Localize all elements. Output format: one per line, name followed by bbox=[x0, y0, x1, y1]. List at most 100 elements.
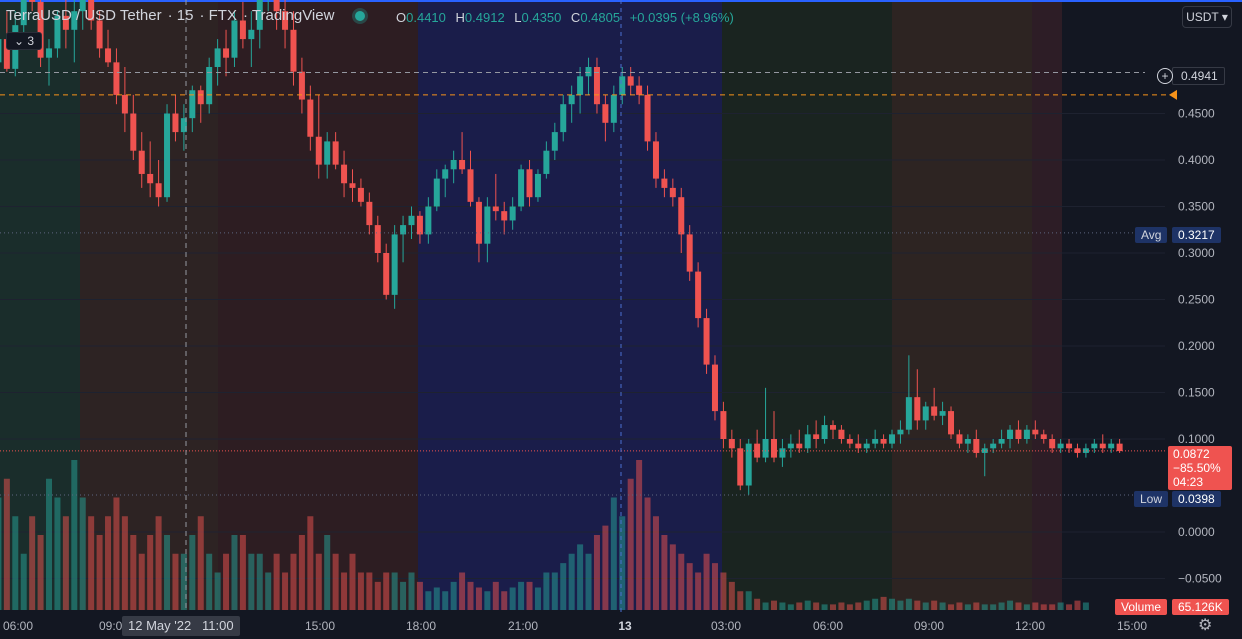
volume-bar bbox=[450, 581, 457, 610]
candle-body bbox=[779, 448, 786, 458]
y-tick-label: 0.4500 bbox=[1178, 107, 1215, 121]
x-tick-label: 15:00 bbox=[1117, 619, 1147, 633]
x-tick-label: 13 bbox=[618, 619, 632, 633]
volume-bar bbox=[636, 460, 643, 610]
indicators-toggle-button[interactable]: ⌄ 3 bbox=[6, 32, 42, 50]
interval-label[interactable]: 15 bbox=[176, 7, 194, 24]
volume-bar bbox=[273, 553, 280, 610]
volume-bar bbox=[821, 604, 828, 610]
candle-body bbox=[113, 62, 120, 95]
volume-bar bbox=[341, 572, 348, 610]
volume-bar bbox=[189, 535, 196, 610]
volume-bar bbox=[130, 535, 137, 610]
volume-bar bbox=[113, 497, 120, 610]
add-alert-icon[interactable]: + bbox=[1157, 68, 1173, 84]
candle-body bbox=[282, 11, 289, 30]
volume-value-tag: 65.126K bbox=[1172, 599, 1229, 615]
candle-body bbox=[846, 439, 853, 444]
close-value: 0.4805 bbox=[580, 10, 621, 25]
candle-body bbox=[695, 271, 702, 319]
candle-body bbox=[408, 215, 415, 226]
candle-body bbox=[3, 39, 10, 69]
candle-body bbox=[383, 253, 390, 295]
volume-bar bbox=[754, 598, 761, 610]
volume-bar bbox=[298, 535, 305, 610]
candle-body bbox=[105, 48, 112, 63]
session-band bbox=[722, 0, 892, 610]
candle-body bbox=[762, 439, 769, 458]
market-status-icon[interactable] bbox=[354, 11, 365, 22]
x-tick-label: 21:00 bbox=[508, 619, 538, 633]
volume-bar bbox=[568, 553, 575, 610]
volume-bar bbox=[265, 572, 272, 610]
volume-bar bbox=[813, 602, 820, 610]
volume-bar bbox=[1049, 604, 1056, 610]
volume-bar bbox=[830, 604, 836, 610]
candle-body bbox=[787, 443, 794, 449]
candle-body bbox=[939, 411, 946, 416]
volume-bar bbox=[728, 581, 735, 610]
candle-body bbox=[678, 197, 685, 235]
candle-body bbox=[164, 113, 171, 198]
volume-bar bbox=[501, 591, 508, 610]
candle-body bbox=[509, 206, 516, 221]
candle-body bbox=[29, 0, 36, 2]
candle-body bbox=[20, 0, 27, 26]
volume-bar bbox=[1040, 604, 1047, 610]
candle-body bbox=[324, 141, 331, 165]
candle-body bbox=[644, 94, 651, 142]
volume-bar bbox=[315, 553, 322, 610]
candle-body bbox=[501, 211, 508, 221]
volume-bar bbox=[3, 478, 10, 610]
symbol-name[interactable]: TerraUSD / USD Tether bbox=[6, 7, 162, 24]
alert-marker bbox=[1169, 89, 1177, 100]
volume-bar bbox=[214, 572, 221, 610]
candle-body bbox=[703, 318, 710, 365]
volume-bar bbox=[973, 602, 980, 610]
volume-bar bbox=[1074, 600, 1081, 610]
settings-gear-icon[interactable]: ⚙ bbox=[1198, 617, 1213, 634]
volume-bar bbox=[332, 553, 339, 610]
candle-body bbox=[374, 225, 381, 253]
candle-body bbox=[754, 443, 761, 458]
candle-body bbox=[366, 201, 373, 226]
volume-bar bbox=[290, 553, 297, 610]
candle-body bbox=[172, 113, 179, 133]
volume-bar bbox=[678, 553, 685, 610]
candle-body bbox=[855, 443, 862, 449]
volume-bar bbox=[46, 478, 53, 610]
volume-bar bbox=[164, 535, 171, 610]
candle-body bbox=[720, 411, 727, 439]
session-band bbox=[892, 0, 1032, 610]
volume-bar bbox=[770, 600, 777, 610]
candle-body bbox=[897, 429, 904, 435]
volume-bar bbox=[981, 604, 988, 610]
volume-bar bbox=[197, 516, 204, 610]
volume-bar bbox=[560, 563, 567, 610]
volume-bar bbox=[105, 516, 112, 610]
volume-bar bbox=[400, 581, 407, 610]
volume-bar bbox=[703, 553, 710, 610]
candle-body bbox=[838, 429, 845, 439]
candle-body bbox=[551, 132, 558, 151]
candle-body bbox=[475, 201, 482, 244]
candle-body bbox=[206, 67, 213, 105]
volume-bar bbox=[1066, 604, 1073, 610]
candle-body bbox=[88, 0, 95, 21]
candle-body bbox=[231, 20, 238, 58]
volume-bar bbox=[661, 535, 668, 610]
candle-body bbox=[560, 104, 567, 133]
volume-bar bbox=[543, 572, 550, 610]
candle-body bbox=[534, 173, 541, 198]
candle-body bbox=[922, 406, 929, 421]
candle-body bbox=[96, 20, 103, 49]
candle-body bbox=[770, 439, 777, 458]
volume-bar bbox=[442, 591, 449, 610]
volume-bar bbox=[147, 535, 154, 610]
volume-bar bbox=[433, 587, 440, 610]
currency-select[interactable]: USDT ▾ bbox=[1182, 6, 1232, 28]
volume-bar bbox=[96, 535, 103, 610]
volume-bar bbox=[37, 535, 44, 610]
open-value: 0.4410 bbox=[406, 10, 446, 25]
